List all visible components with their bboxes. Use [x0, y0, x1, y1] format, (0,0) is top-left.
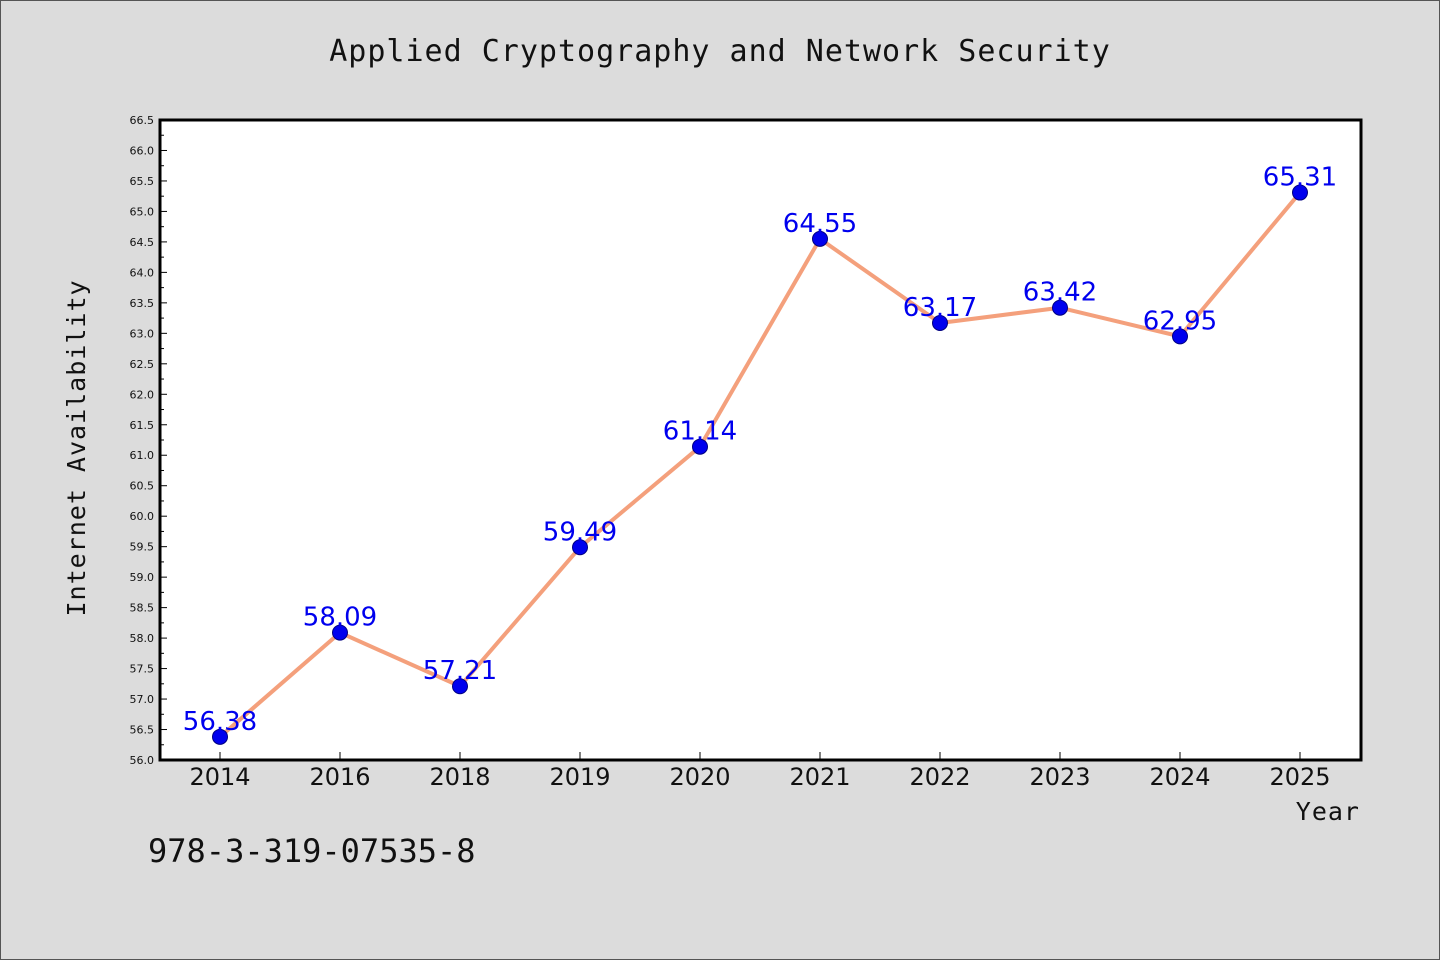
- y-tick-label: 61.5: [130, 419, 155, 432]
- data-point: [452, 678, 468, 695]
- y-tick-label: 60.5: [130, 480, 155, 493]
- x-tick-label: 2018: [429, 763, 490, 791]
- data-label: 64.55: [783, 209, 857, 239]
- x-tick-label: 2024: [1149, 763, 1210, 791]
- y-tick-label: 65.5: [130, 175, 155, 188]
- data-point: [332, 624, 348, 641]
- y-tick-label: 61.0: [130, 449, 155, 462]
- x-axis-title: Year: [1296, 797, 1360, 826]
- data-point: [932, 314, 948, 331]
- y-tick-label: 58.0: [130, 632, 155, 645]
- y-axis-title: Internet Availability: [62, 279, 91, 616]
- data-point: [212, 728, 228, 745]
- x-tick-label: 2014: [189, 763, 250, 791]
- data-point: [812, 230, 828, 247]
- x-tick-label: 2025: [1269, 763, 1330, 791]
- x-axis: 2014 2016 2018 2019 2020 2021 2022 2023 2024 2025: [189, 752, 1331, 791]
- y-tick-label: 58.5: [130, 602, 155, 615]
- y-axis: 56.0 56.5 57.0 57.5 58.0 58.5 59.0 59.5 60.0 60.5…: [130, 114, 167, 767]
- y-tick-label: 64.0: [130, 266, 155, 279]
- y-tick-label: 60.0: [130, 510, 155, 523]
- data-label: 62.95: [1143, 306, 1217, 336]
- data-label: 61.14: [663, 417, 737, 447]
- data-point: [1172, 328, 1188, 345]
- data-point: [1052, 299, 1068, 316]
- y-tick-label: 65.0: [130, 205, 155, 218]
- data-point: [692, 438, 708, 455]
- isbn-text: 978-3-319-07535-8: [148, 832, 476, 870]
- data-point: [1292, 184, 1308, 201]
- y-tick-label: 59.5: [130, 541, 155, 554]
- y-tick-label: 56.0: [130, 754, 155, 767]
- data-point: [572, 539, 588, 556]
- y-tick-label: 62.5: [130, 358, 155, 371]
- x-tick-label: 2023: [1029, 763, 1090, 791]
- data-label: 56.38: [183, 707, 257, 737]
- series-layer: 56.38 58.09 57.21 59.49 61.14 64.55 63.17 63.42…: [183, 163, 1337, 745]
- x-tick-label: 2022: [909, 763, 970, 791]
- data-label: 58.09: [303, 603, 377, 633]
- x-tick-label: 2016: [309, 763, 370, 791]
- data-label: 59.49: [543, 517, 617, 547]
- y-tick-label: 59.0: [130, 571, 155, 584]
- chart-title: Applied Cryptography and Network Securit…: [329, 34, 1111, 69]
- x-tick-label: 2021: [789, 763, 850, 791]
- data-label: 63.42: [1023, 278, 1097, 308]
- x-tick-label: 2019: [549, 763, 610, 791]
- y-tick-label: 63.0: [130, 327, 155, 340]
- plot-area: [158, 118, 1363, 762]
- y-tick-label: 66.5: [130, 114, 155, 127]
- x-tick-label: 2020: [669, 763, 730, 791]
- data-label: 65.31: [1263, 163, 1337, 193]
- data-label: 63.17: [903, 293, 977, 323]
- y-tick-label: 63.5: [130, 297, 155, 310]
- y-tick-label: 57.5: [130, 663, 155, 676]
- series-line: [218, 190, 1302, 739]
- y-tick-label: 56.5: [130, 724, 155, 737]
- y-tick-label: 57.0: [130, 693, 155, 706]
- data-label: 57.21: [423, 656, 497, 686]
- y-tick-label: 64.5: [130, 236, 155, 249]
- y-tick-label: 66.0: [130, 144, 155, 157]
- y-tick-label: 62.0: [130, 388, 155, 401]
